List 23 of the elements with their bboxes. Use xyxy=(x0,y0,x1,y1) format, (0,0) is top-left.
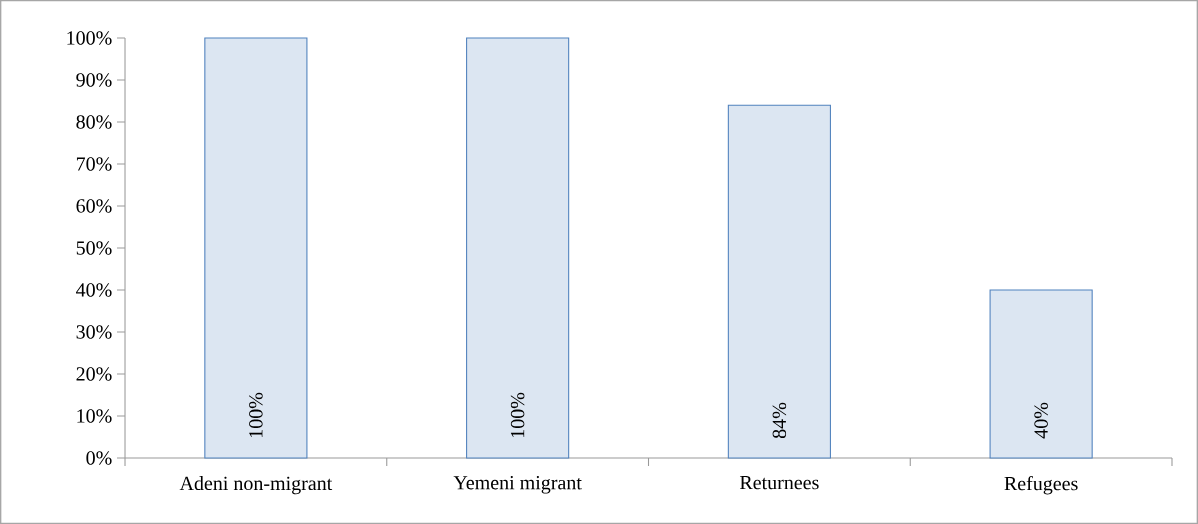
bar xyxy=(466,37,570,459)
x-tick-label: Yemeni migrant xyxy=(453,476,582,494)
y-tick-label: 30% xyxy=(76,325,112,339)
y-tick-label: 40% xyxy=(76,283,112,297)
bar xyxy=(989,289,1093,459)
data-label: 100% xyxy=(249,392,263,438)
x-tick-label: Returnees xyxy=(739,476,819,490)
bar xyxy=(727,104,831,459)
y-tick-label: 10% xyxy=(77,409,112,423)
x-tick-label: Adeni non-migrant xyxy=(179,476,333,495)
y-tick-label: 90% xyxy=(76,73,112,87)
data-label: 100% xyxy=(510,392,525,438)
y-tick-label: 50% xyxy=(76,241,112,255)
y-tick-label: 60% xyxy=(76,199,112,213)
data-label: 84% xyxy=(772,402,787,439)
y-tick-label: 80% xyxy=(76,115,112,129)
data-label: 40% xyxy=(1034,402,1048,439)
y-tick-label: 20% xyxy=(76,367,112,381)
y-tick-label: 100% xyxy=(67,31,112,45)
bar xyxy=(204,37,308,459)
x-tick-label: Refugees xyxy=(1004,476,1078,495)
y-tick-label: 70% xyxy=(76,157,112,171)
y-tick-label: 0% xyxy=(86,451,112,465)
